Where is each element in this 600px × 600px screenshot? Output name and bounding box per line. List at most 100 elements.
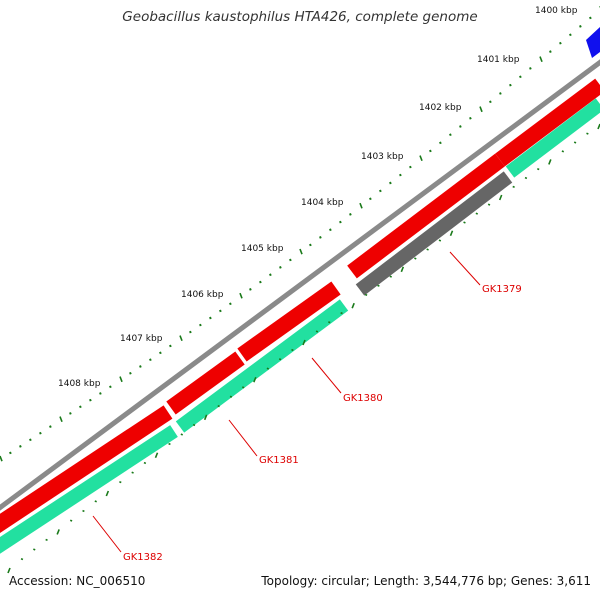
inner-minor-tick (340, 311, 343, 315)
leader-gk1382 (92, 515, 122, 553)
inner-minor-tick (180, 433, 184, 436)
inner-minor-tick (131, 471, 134, 474)
ruler-minor-tick (589, 16, 592, 20)
ruler-major-tick (0, 455, 3, 462)
inner-minor-tick (119, 481, 122, 484)
inner-minor-tick (537, 167, 540, 171)
reverse-feature-1[interactable] (505, 98, 600, 178)
inner-minor-tick (414, 257, 417, 260)
inner-minor-tick (389, 275, 392, 278)
ruler-major-tick (179, 335, 183, 342)
ruler-major-tick (419, 155, 423, 162)
leader-gk1380 (311, 357, 342, 394)
inner-minor-tick (364, 293, 368, 296)
tick-label-1402: 1402 kbp (419, 103, 462, 113)
reverse-feature-3[interactable] (0, 425, 178, 554)
ruler-minor-tick (449, 133, 452, 137)
genome-stats-text: Topology: circular; Length: 3,544,776 bp… (261, 574, 591, 588)
ruler-minor-tick (229, 302, 232, 306)
forward-feature-2[interactable] (347, 153, 505, 279)
blue-feature[interactable] (586, 27, 600, 58)
genome-backbone (0, 59, 600, 511)
ruler-minor-tick (429, 149, 432, 153)
gene-label-gk1380[interactable]: GK1380 (343, 393, 383, 404)
ruler-minor-tick (29, 438, 32, 442)
inner-minor-tick (94, 500, 97, 503)
inner-major-tick (449, 230, 454, 237)
inner-minor-tick (475, 212, 479, 215)
inner-major-tick (7, 567, 11, 574)
ruler-major-tick (359, 202, 363, 209)
inner-minor-tick (33, 548, 36, 551)
ruler-minor-tick (289, 258, 292, 262)
inner-major-tick (400, 266, 405, 273)
ruler-minor-tick (69, 412, 72, 415)
pseudo-feature[interactable] (355, 171, 513, 296)
ruler-major-tick (119, 376, 123, 383)
ruler-minor-tick (489, 100, 492, 104)
ruler-minor-tick (329, 228, 332, 232)
forward-feature-4[interactable] (166, 351, 245, 415)
ruler-minor-tick (529, 67, 532, 70)
inner-minor-tick (512, 185, 515, 188)
inner-minor-tick (69, 519, 73, 522)
ruler-minor-tick (409, 165, 412, 169)
ruler-minor-tick (349, 213, 352, 216)
ruler-minor-tick (89, 398, 92, 402)
ruler-minor-tick (49, 425, 52, 428)
ruler-minor-tick (159, 351, 162, 355)
inner-major-tick (548, 159, 552, 165)
tick-label-1403: 1403 kbp (361, 152, 404, 162)
ruler-minor-tick (199, 323, 202, 327)
ruler-minor-tick (519, 75, 522, 79)
inner-minor-tick (217, 404, 220, 408)
ruler-minor-tick (219, 309, 222, 313)
ruler-minor-tick (339, 220, 342, 224)
inner-minor-tick (143, 461, 147, 465)
leader-gk1379 (449, 251, 481, 286)
inner-minor-tick (242, 386, 245, 389)
inner-major-tick (203, 414, 208, 421)
inner-major-tick (253, 376, 257, 383)
ruler-minor-tick (499, 92, 502, 95)
tick-label-1400: 1400 kbp (535, 6, 578, 16)
tick-label-1405: 1405 kbp (241, 244, 284, 254)
accession-text: Accession: NC_006510 (9, 574, 146, 588)
inner-minor-tick (586, 132, 589, 135)
inner-minor-tick (266, 367, 270, 370)
inner-minor-tick (192, 423, 196, 427)
inner-major-tick (302, 339, 306, 346)
ruler-minor-tick (279, 266, 282, 269)
inner-minor-tick (278, 358, 282, 361)
gene-label-gk1379[interactable]: GK1379 (482, 284, 522, 295)
ruler-minor-tick (189, 330, 192, 334)
tick-label-1404: 1404 kbp (301, 198, 344, 208)
inner-minor-tick (426, 248, 429, 251)
ruler-minor-tick (379, 189, 382, 193)
ruler-minor-tick (129, 371, 132, 375)
gene-label-gk1381[interactable]: GK1381 (259, 455, 299, 466)
ruler-major-tick (479, 106, 483, 113)
ruler-minor-tick (79, 405, 82, 409)
gene-label-gk1382[interactable]: GK1382 (123, 552, 163, 563)
inner-minor-tick (573, 141, 577, 144)
inner-minor-tick (229, 395, 233, 398)
inner-minor-tick (45, 538, 48, 541)
forward-feature-5[interactable] (0, 405, 173, 533)
ruler-minor-tick (259, 280, 262, 284)
tick-label-1406: 1406 kbp (181, 290, 224, 300)
leader-gk1381 (228, 419, 258, 457)
reverse-feature-2[interactable] (175, 299, 349, 433)
ruler-major-tick (299, 248, 303, 255)
inner-major-tick (498, 194, 503, 201)
inner-minor-tick (82, 509, 85, 513)
forward-feature-1[interactable] (495, 78, 600, 167)
ruler-minor-tick (209, 316, 212, 320)
forward-feature-3[interactable] (237, 281, 341, 362)
ruler-major-tick (539, 56, 543, 63)
tick-label-1407: 1407 kbp (120, 334, 163, 344)
ruler-minor-tick (309, 243, 312, 247)
ruler-major-tick (59, 416, 63, 423)
inner-major-tick (105, 490, 110, 497)
